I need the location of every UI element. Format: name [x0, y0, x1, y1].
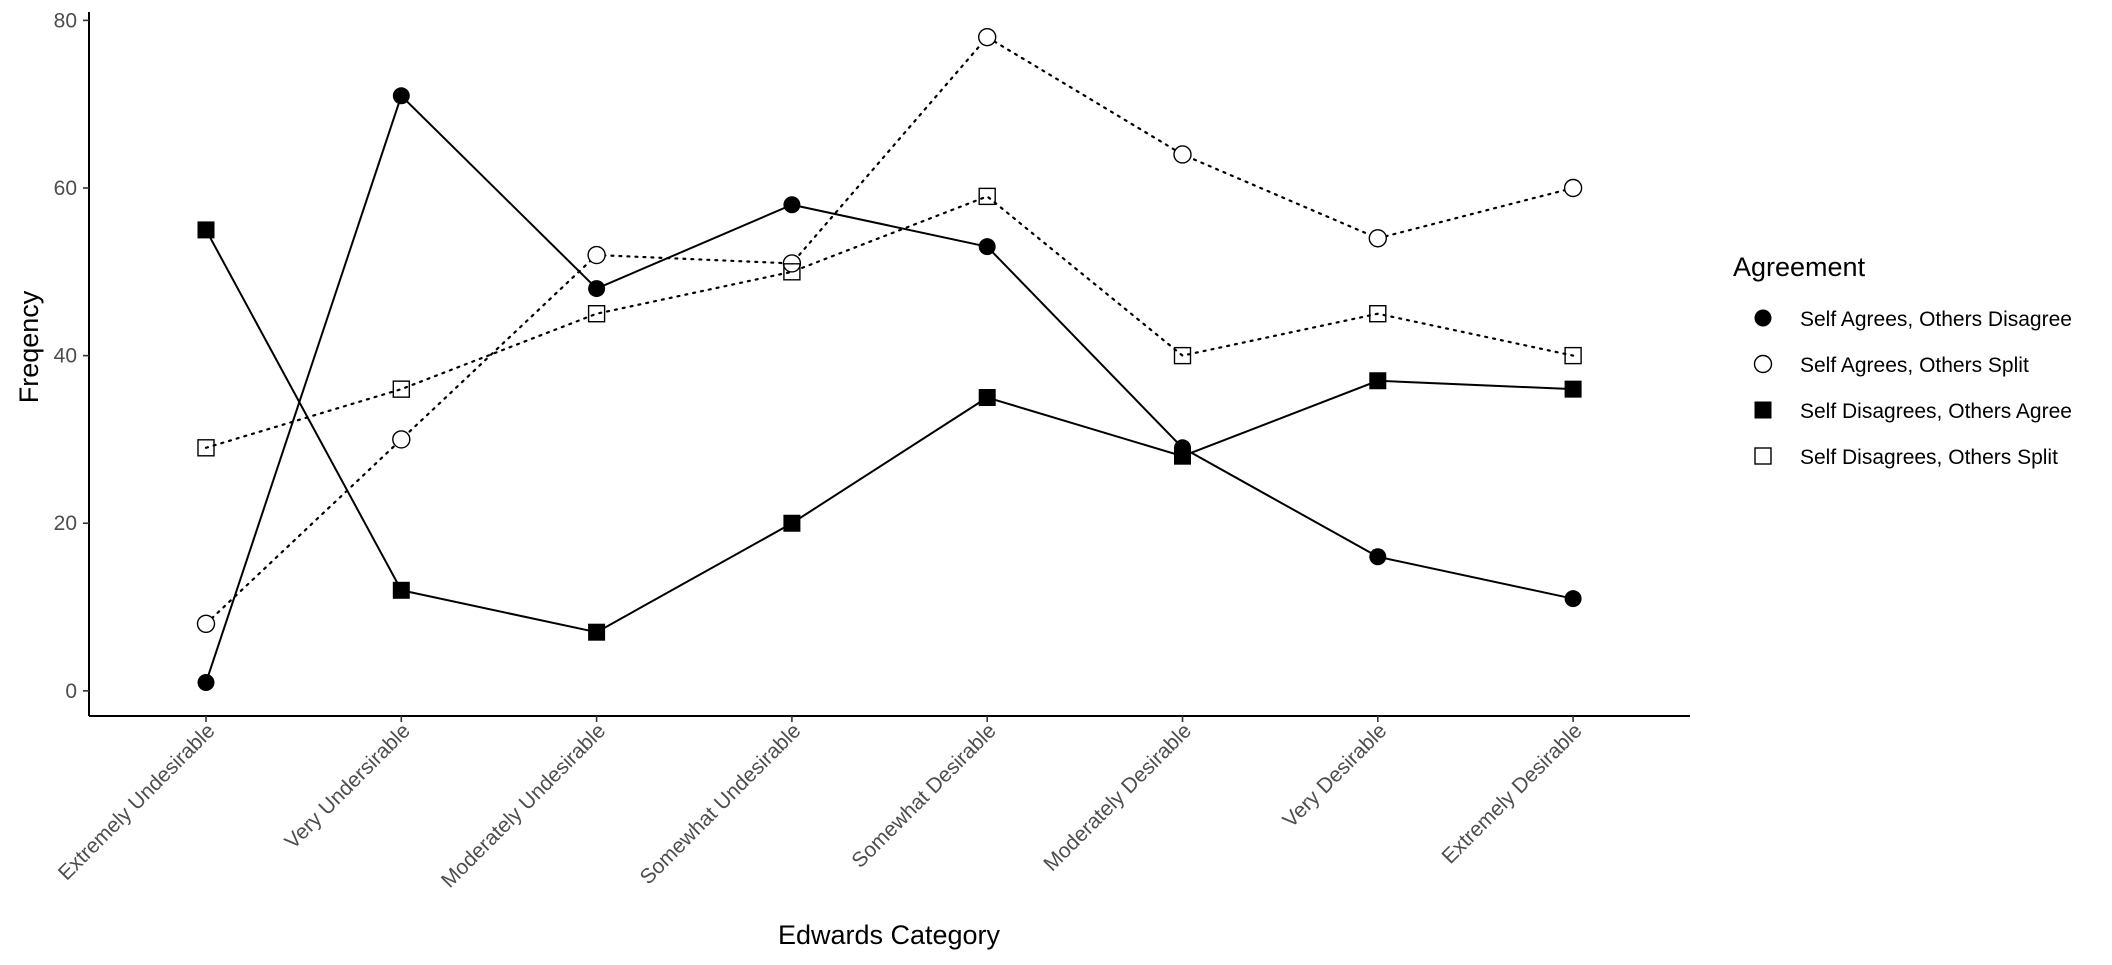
point-self-disagrees-others-agree — [783, 514, 801, 532]
point-self-disagrees-others-split — [587, 305, 606, 323]
point-self-disagrees-others-split — [978, 187, 996, 206]
x-axis-title: Edwards Category — [778, 920, 1001, 950]
series-line-self-disagrees-others-agree — [205, 229, 1574, 634]
point-self-agrees-others-disagree — [783, 196, 801, 214]
y-tick-label: 60 — [54, 177, 77, 200]
x-tick-label: Somewhat Undesirable — [636, 719, 806, 889]
series-line-self-agrees-others-disagree — [205, 94, 1574, 683]
x-tick-label: Somewhat Desirable — [847, 719, 1000, 872]
y-tick-label: 0 — [65, 680, 77, 703]
series-line-self-disagrees-others-split — [204, 195, 1575, 449]
point-self-disagrees-others-agree — [1174, 447, 1191, 465]
legend-item-self-agrees-others-disagree: Self Agrees, Others Disagree — [1754, 308, 2072, 331]
legend-item-self-disagrees-others-agree: Self Disagrees, Others Agree — [1754, 400, 2072, 423]
point-self-disagrees-others-split — [197, 439, 215, 457]
point-self-disagrees-others-agree — [588, 623, 606, 641]
point-self-agrees-others-disagree — [1369, 548, 1387, 566]
legend-label: Self Agrees, Others Disagree — [1800, 308, 2072, 331]
point-self-disagrees-others-agree — [197, 221, 215, 239]
x-tick-label: Extremely Undesirable — [54, 719, 220, 885]
point-self-disagrees-others-agree — [392, 581, 410, 599]
point-self-disagrees-others-split — [1564, 346, 1582, 365]
legend-label: Self Agrees, Others Split — [1800, 354, 2029, 377]
y-tick-label: 20 — [54, 512, 77, 535]
point-self-agrees-others-disagree — [392, 87, 410, 105]
series-points — [196, 27, 1583, 691]
point-self-agrees-others-disagree — [978, 238, 996, 256]
x-tick-label: Moderately Undesirable — [437, 719, 610, 892]
legend-key-self-disagrees-others-split — [1754, 447, 1772, 465]
axes — [83, 12, 1690, 722]
legend-key-self-agrees-others-split — [1753, 354, 1773, 374]
point-self-agrees-others-split — [587, 245, 606, 265]
point-self-disagrees-others-split — [783, 263, 801, 281]
x-tick-label: Moderately Desirable — [1039, 719, 1196, 876]
y-tick-label: 80 — [54, 9, 77, 32]
point-self-disagrees-others-agree — [1369, 372, 1387, 390]
legend-title: Agreement — [1733, 252, 1866, 282]
point-self-disagrees-others-agree — [978, 389, 996, 407]
y-axis-title: Freqency — [14, 290, 44, 403]
y-tick-label: 40 — [54, 345, 77, 368]
series-lines — [204, 36, 1575, 683]
point-self-agrees-others-split — [1173, 145, 1192, 164]
point-self-agrees-others-disagree — [1564, 590, 1582, 608]
point-self-disagrees-others-split — [1173, 346, 1192, 365]
x-tick-label: Very Undersirable — [281, 719, 415, 853]
legend-key-self-agrees-others-disagree — [1754, 309, 1772, 327]
legend-label: Self Disagrees, Others Agree — [1800, 400, 2072, 423]
legend-label: Self Disagrees, Others Split — [1800, 446, 2058, 469]
legend-item-self-disagrees-others-split: Self Disagrees, Others Split — [1754, 446, 2058, 469]
point-self-agrees-others-split — [196, 614, 216, 634]
point-self-agrees-others-split — [978, 27, 997, 47]
x-tick-label: Very Desirable — [1279, 719, 1392, 832]
point-self-agrees-others-split — [1368, 229, 1388, 248]
series-line-self-agrees-others-split — [204, 36, 1575, 625]
point-self-disagrees-others-split — [392, 380, 410, 398]
legend-key-self-disagrees-others-agree — [1754, 401, 1772, 419]
legend-item-self-agrees-others-split: Self Agrees, Others Split — [1753, 354, 2029, 377]
legend: Agreement Self Agrees, Others DisagreeSe… — [1733, 252, 2072, 469]
legend-items: Self Agrees, Others Disagree Self Agrees,… — [1753, 308, 2072, 469]
point-self-agrees-others-disagree — [588, 280, 606, 298]
point-self-agrees-others-split — [1563, 178, 1583, 198]
point-self-disagrees-others-split — [1369, 305, 1387, 323]
x-tick-label: Extremely Desirable — [1438, 719, 1587, 868]
point-self-agrees-others-disagree — [197, 673, 215, 691]
point-self-disagrees-others-agree — [1564, 380, 1582, 398]
point-self-agrees-others-split — [392, 430, 411, 449]
